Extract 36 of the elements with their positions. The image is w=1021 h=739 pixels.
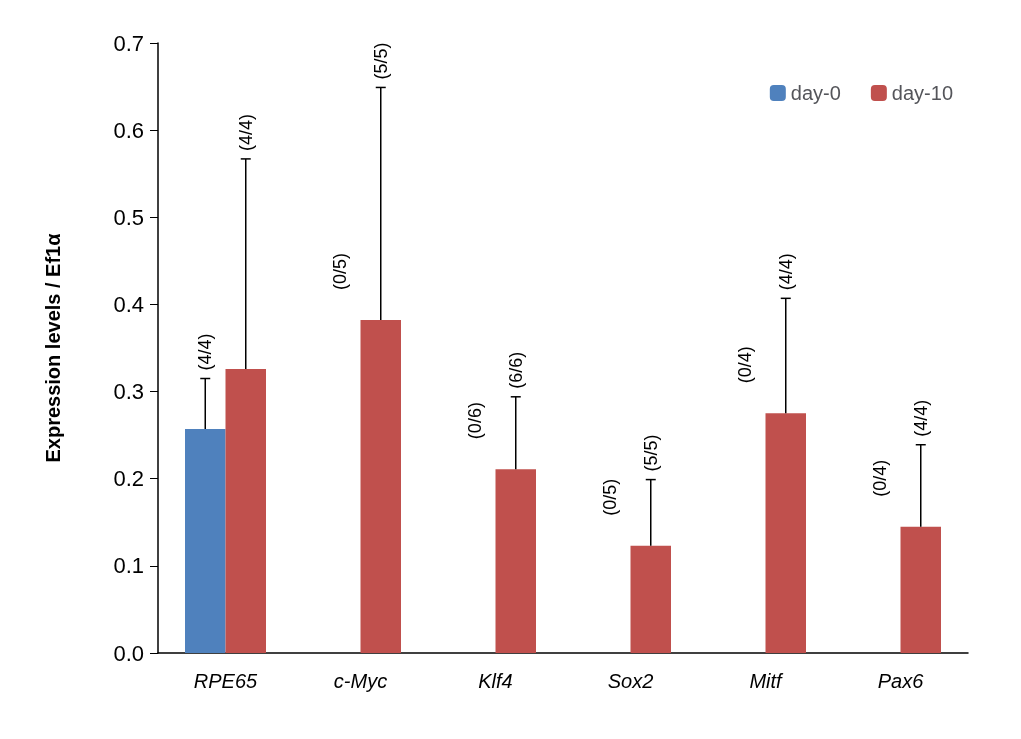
y-tick-label: 0.4 [113,291,144,317]
bar [225,368,266,653]
y-tick-label: 0.5 [113,204,144,230]
annotation: (4/4) [910,399,931,437]
y-tick-label: 0.3 [113,379,144,405]
annotation: (5/5) [640,434,661,472]
annotation: (4/4) [235,113,256,151]
bar [495,469,536,653]
bar [765,413,806,653]
y-tick-label: 0.7 [113,30,144,56]
x-tick-label: Klf4 [478,670,513,692]
annotation: (4/4) [195,333,216,371]
y-tick-label: 0.1 [113,553,144,579]
x-tick-label: Mitf [749,670,785,692]
annotation: (0/4) [735,346,756,384]
y-tick-label: 0.6 [113,117,144,143]
x-tick-label: c-Myc [333,670,388,692]
annotation: (0/5) [330,253,351,291]
annotation: (6/6) [505,351,526,389]
annotation: (4/4) [775,253,796,291]
bar [185,429,226,653]
y-tick-label: 0.0 [113,640,144,666]
legend-label: day-0 [790,82,841,104]
y-tick-label: 0.2 [113,466,144,492]
annotation: (0/5) [600,478,621,516]
bar [360,320,401,653]
x-tick-label: RPE65 [193,670,259,692]
annotation: (0/6) [465,402,486,440]
y-axis-title: Expression levels / Ef1α [42,232,64,463]
legend-label: day-10 [891,82,953,104]
x-tick-label: Sox2 [607,670,654,692]
annotation: (0/4) [870,459,891,497]
annotation: (5/5) [370,42,391,80]
bar [630,545,671,653]
x-tick-label: Pax6 [877,670,925,692]
bar [900,526,941,653]
